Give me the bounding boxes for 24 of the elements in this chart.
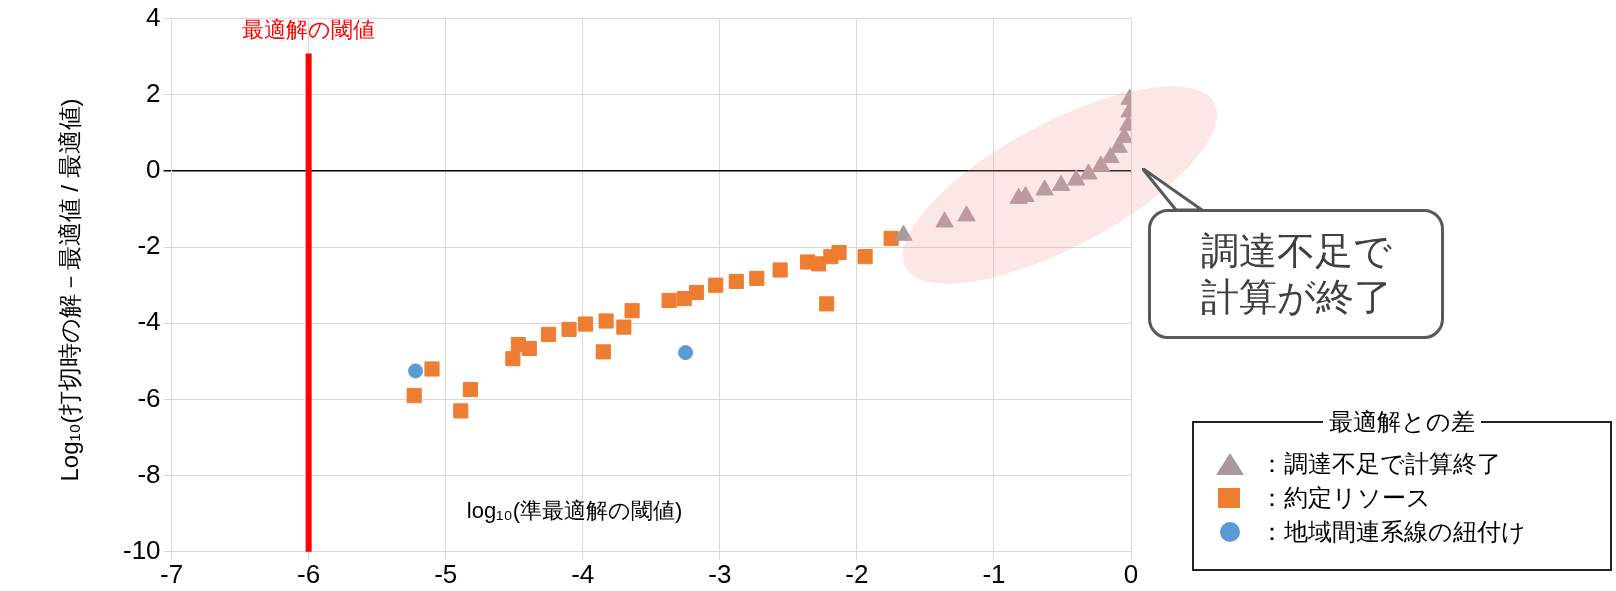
legend-title: 最適解との差: [1323, 408, 1481, 435]
ref-line-label: 最適解の閾値: [242, 16, 376, 42]
x-tick-label: -2: [845, 558, 869, 589]
x-tick-label: -3: [708, 558, 732, 589]
y-axis-title: Log₁₀(打切時の解－最適値 / 最適値): [55, 98, 84, 482]
y-tick-label: -2: [137, 230, 161, 261]
y-tick-label: 4: [146, 1, 161, 32]
y-tick-label: 2: [146, 77, 161, 108]
text: 調達不足で計算が終了: [1199, 229, 1393, 320]
x-tick-label: -6: [297, 558, 321, 589]
x-tick-label: -1: [982, 558, 1006, 589]
y-tick-label: -8: [137, 458, 161, 489]
x-tick-label: -7: [160, 558, 184, 589]
x-tick-label: -5: [434, 558, 458, 589]
x-tick-label: -4: [571, 558, 595, 589]
y-tick-label: 0: [146, 154, 161, 185]
legend-label: ：地域間連系線の紐付け: [1260, 517, 1526, 547]
y-tick-label: -6: [137, 382, 161, 413]
x-tick-label: 0: [1123, 558, 1139, 589]
y-tick-label: -4: [137, 306, 161, 337]
legend-label: ：調達不足で計算終了: [1260, 449, 1501, 479]
y-tick-label: -10: [123, 534, 161, 565]
x-axis-title: log₁₀(準最適解の閾値): [466, 497, 683, 523]
legend-label: ：約定リソース: [1260, 483, 1431, 513]
